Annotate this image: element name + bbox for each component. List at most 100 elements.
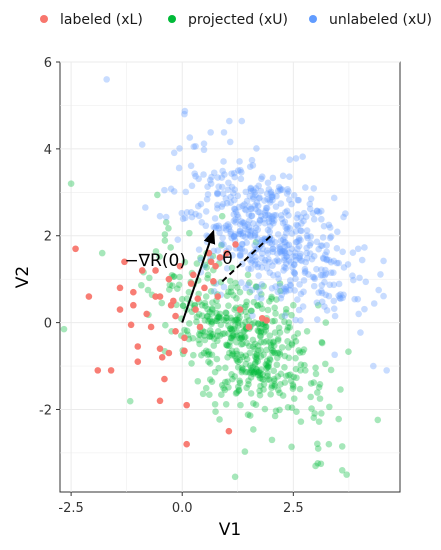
- data-point: [254, 245, 262, 253]
- data-point: [290, 395, 298, 402]
- data-point: [244, 271, 252, 279]
- data-point: [240, 219, 248, 227]
- data-point: [183, 401, 190, 409]
- data-point: [252, 359, 259, 366]
- data-point: [211, 215, 219, 222]
- data-point: [158, 299, 166, 307]
- data-point: [254, 320, 262, 327]
- data-point: [325, 292, 333, 300]
- x-tick-label: -2.5: [58, 501, 83, 516]
- data-point: [238, 240, 246, 248]
- data-point: [276, 349, 283, 356]
- data-point: [281, 254, 288, 262]
- data-point: [201, 332, 208, 339]
- data-point: [94, 367, 102, 374]
- data-point: [286, 324, 294, 331]
- data-point: [218, 212, 226, 220]
- data-point: [248, 156, 256, 164]
- data-point: [314, 460, 322, 467]
- data-point: [239, 219, 246, 227]
- data-point: [322, 360, 329, 368]
- data-point: [252, 401, 260, 408]
- data-point: [235, 386, 243, 394]
- data-point: [241, 303, 249, 311]
- data-point: [156, 212, 164, 220]
- data-point: [195, 311, 203, 318]
- data-point: [236, 251, 244, 259]
- data-point: [265, 215, 273, 222]
- data-point: [311, 275, 318, 283]
- data-point: [226, 338, 234, 346]
- data-point: [314, 316, 321, 323]
- data-point: [261, 209, 269, 217]
- data-point: [215, 313, 223, 320]
- data-point: [278, 249, 285, 257]
- data-point: [307, 195, 315, 203]
- data-point: [286, 156, 294, 164]
- data-point: [263, 247, 271, 254]
- data-point: [313, 299, 321, 306]
- data-point: [296, 349, 304, 356]
- data-point: [275, 244, 283, 251]
- data-point: [250, 400, 257, 407]
- data-point: [213, 315, 221, 322]
- data-point: [237, 335, 245, 342]
- data-point: [192, 172, 199, 180]
- data-point: [222, 309, 230, 317]
- data-point: [251, 360, 259, 368]
- data-point: [242, 301, 250, 309]
- data-point: [297, 214, 305, 221]
- data-point: [325, 221, 333, 229]
- data-point: [318, 289, 326, 297]
- data-point: [286, 196, 293, 203]
- data-point: [258, 320, 265, 328]
- data-point: [260, 386, 267, 393]
- data-points: [60, 76, 390, 481]
- data-point: [258, 175, 265, 183]
- data-point: [201, 317, 209, 324]
- data-point: [264, 211, 272, 219]
- data-point: [234, 364, 242, 371]
- data-point: [225, 427, 233, 435]
- data-point: [212, 317, 219, 325]
- data-point: [254, 320, 262, 328]
- data-point: [235, 317, 242, 324]
- data-point: [270, 271, 277, 279]
- data-point: [252, 191, 259, 199]
- data-point: [262, 256, 269, 264]
- data-point: [203, 264, 210, 271]
- data-point: [338, 466, 346, 474]
- data-point: [273, 192, 280, 200]
- data-point: [222, 226, 230, 233]
- data-point: [316, 395, 324, 402]
- data-point: [202, 222, 210, 230]
- data-point: [205, 348, 212, 356]
- data-point: [209, 331, 217, 338]
- data-point: [214, 332, 221, 339]
- data-point: [228, 183, 236, 191]
- data-point: [201, 284, 208, 292]
- data-point: [227, 230, 234, 238]
- data-point: [305, 271, 312, 278]
- data-point: [292, 316, 299, 324]
- data-point: [201, 328, 209, 336]
- data-point: [301, 265, 309, 273]
- data-point: [288, 404, 296, 412]
- data-point: [253, 368, 260, 375]
- data-point: [336, 294, 343, 302]
- data-point: [291, 270, 298, 277]
- data-point: [257, 333, 264, 340]
- data-point: [216, 229, 223, 236]
- data-point: [291, 249, 299, 256]
- data-point: [306, 250, 314, 257]
- data-point: [259, 245, 266, 253]
- data-point: [318, 298, 326, 306]
- data-point: [258, 291, 265, 298]
- data-point: [335, 280, 343, 288]
- data-point: [220, 283, 228, 291]
- data-point: [187, 208, 195, 216]
- data-point: [298, 227, 305, 235]
- data-point: [312, 462, 319, 470]
- data-point: [257, 382, 264, 390]
- data-point: [241, 327, 248, 335]
